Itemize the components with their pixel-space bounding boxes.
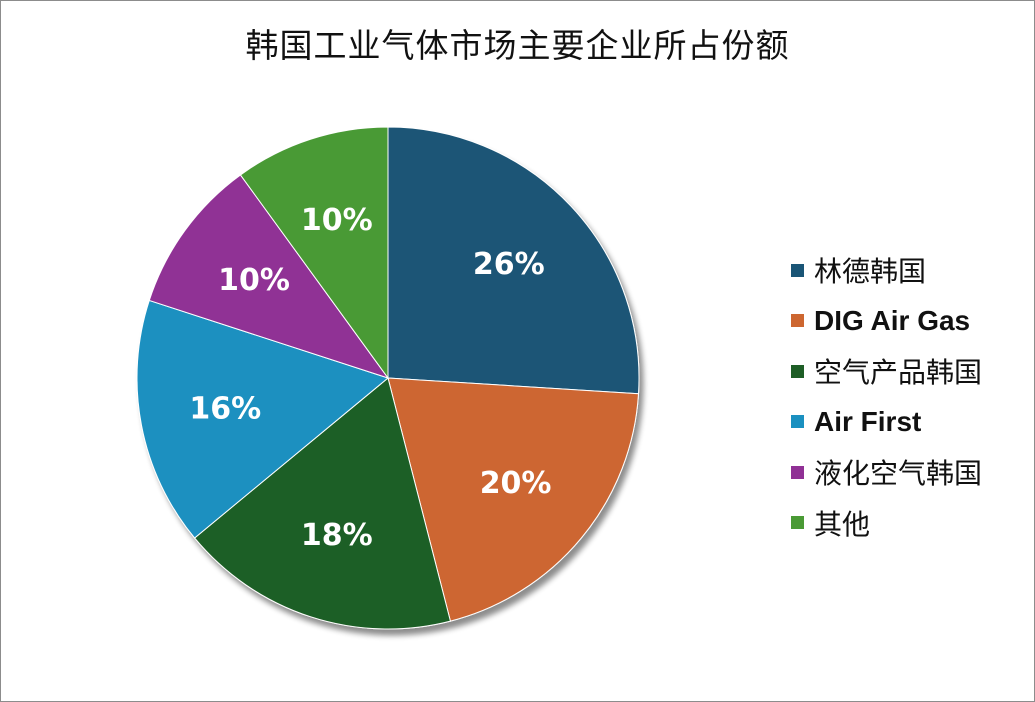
legend-item: Air First bbox=[791, 397, 982, 448]
pie-slice bbox=[239, 126, 389, 380]
legend-swatch bbox=[791, 364, 804, 378]
pie-slice bbox=[148, 174, 390, 379]
pie-slice bbox=[387, 126, 640, 395]
legend-item: 空气产品韩国 bbox=[791, 346, 982, 397]
slice-data-label: 10% bbox=[301, 203, 373, 238]
pie-slice bbox=[193, 377, 452, 630]
legend-swatch bbox=[791, 415, 804, 429]
legend-item: DIG Air Gas bbox=[791, 296, 982, 347]
legend-swatch bbox=[791, 516, 804, 530]
slice-data-label: 26% bbox=[473, 247, 545, 282]
legend-label: 液化空气韩国 bbox=[814, 457, 983, 491]
slice-data-label: 16% bbox=[189, 392, 261, 427]
legend-label: 空气产品韩国 bbox=[814, 356, 983, 390]
legend-label: DIG Air Gas bbox=[814, 304, 971, 336]
pie-slice bbox=[136, 299, 390, 539]
slice-data-label: 20% bbox=[480, 466, 552, 501]
legend-label: 林德韩国 bbox=[814, 255, 927, 289]
legend-swatch bbox=[791, 314, 804, 328]
legend-label: Air First bbox=[814, 405, 922, 437]
pie-slice bbox=[387, 377, 640, 622]
legend-swatch bbox=[791, 465, 804, 479]
legend-swatch bbox=[791, 263, 804, 277]
slice-data-label: 10% bbox=[218, 263, 290, 298]
chart-legend: 林德韩国 DIG Air Gas 空气产品韩国 Air First 液化空气韩国 其他 bbox=[791, 245, 982, 548]
legend-item: 液化空气韩国 bbox=[791, 447, 982, 498]
slice-data-label: 18% bbox=[301, 518, 373, 553]
legend-item: 林德韩国 bbox=[791, 245, 982, 296]
legend-label: 其他 bbox=[814, 507, 871, 541]
legend-item: 其他 bbox=[791, 498, 982, 549]
chart-title: 韩国工业气体市场主要企业所占份额 bbox=[245, 26, 790, 65]
